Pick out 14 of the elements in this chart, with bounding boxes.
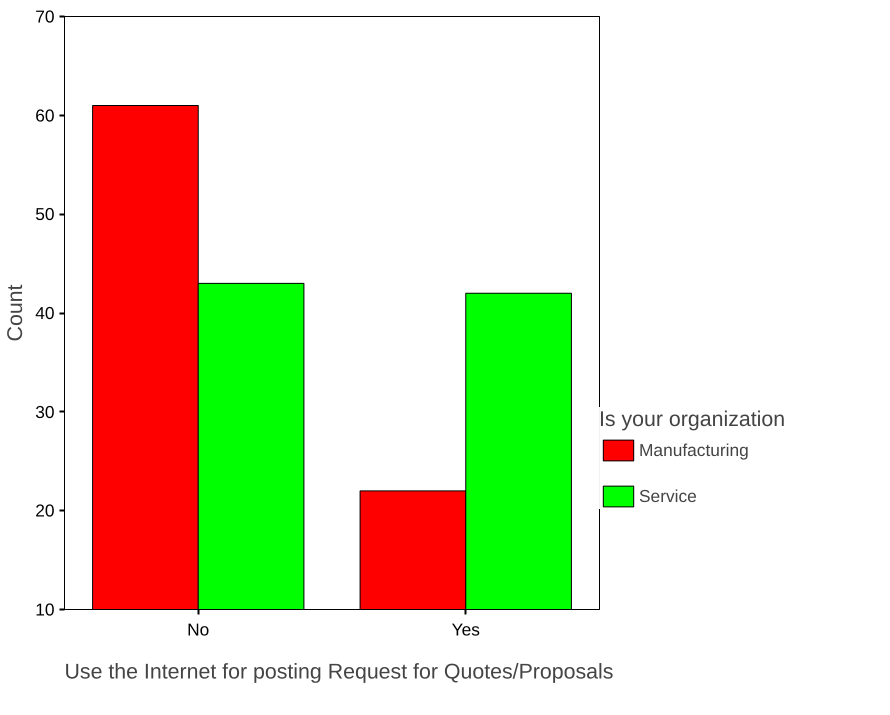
y-tick-label: 40 <box>35 303 55 323</box>
x-tick-label: No <box>187 620 210 640</box>
y-tick-label: 30 <box>35 402 55 422</box>
legend-title: Is your organization <box>599 407 786 432</box>
y-tick-label: 20 <box>35 500 55 521</box>
y-tick-label: 50 <box>35 204 55 224</box>
x-tick-label: Yes <box>452 620 480 640</box>
legend-label: Service <box>639 486 697 506</box>
y-axis-title: Count <box>3 284 28 342</box>
legend-label: Manufacturing <box>639 440 749 460</box>
y-tick-label: 10 <box>35 600 55 620</box>
x-axis-title: Use the Internet for posting Request for Quotes/Proposals <box>64 660 614 684</box>
y-tick-label: 60 <box>35 105 55 126</box>
y-tick-label: 70 <box>35 6 55 26</box>
